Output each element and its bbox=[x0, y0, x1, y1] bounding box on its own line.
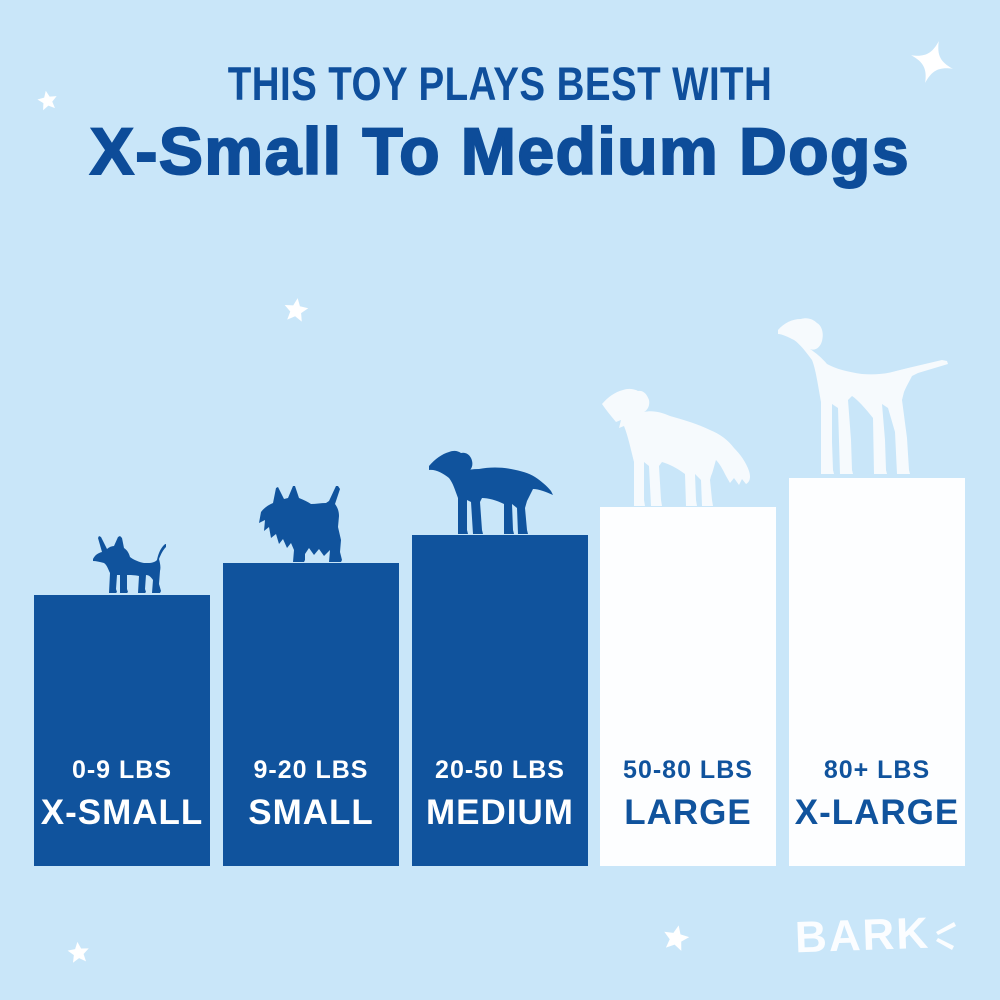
size-bar-x-large: 80+ LBS X-LARGE bbox=[778, 318, 965, 866]
chihuahua-icon bbox=[88, 534, 166, 596]
weight-range: 80+ LBS bbox=[823, 756, 931, 784]
title-kicker: THIS TOY PLAYS BEST WITH bbox=[227, 57, 773, 110]
bar-labels: 9-20 LBS SMALL bbox=[223, 756, 399, 832]
weight-range: 0-9 LBS bbox=[71, 756, 173, 784]
weight-range: 20-50 LBS bbox=[435, 756, 565, 784]
weight-range: 9-20 LBS bbox=[253, 756, 369, 784]
size-name: SMALL bbox=[248, 793, 374, 832]
star-icon bbox=[280, 294, 312, 326]
star-icon bbox=[65, 939, 92, 966]
bark-logo: BARK bbox=[794, 908, 956, 963]
bar-labels: 20-50 LBS MEDIUM bbox=[412, 756, 588, 832]
size-bar-small: 9-20 LBS SMALL bbox=[223, 486, 399, 866]
terrier-icon bbox=[258, 482, 346, 564]
page-title: X-Small To Medium Dogs bbox=[89, 114, 911, 188]
bark-sound-lines-icon bbox=[934, 918, 956, 954]
weight-range: 50-80 LBS bbox=[623, 756, 753, 784]
bark-logo-text: BARK bbox=[794, 908, 931, 963]
sparkle-icon bbox=[902, 32, 962, 92]
size-bar-x-small: 0-9 LBS X-SMALL bbox=[34, 536, 210, 866]
star-icon bbox=[658, 920, 694, 956]
star-icon bbox=[34, 87, 61, 114]
labrador-icon bbox=[427, 442, 553, 536]
size-name: MEDIUM bbox=[426, 793, 574, 832]
size-name: X-SMALL bbox=[40, 793, 204, 832]
bar-labels: 50-80 LBS LARGE bbox=[600, 756, 776, 832]
golden-retriever-icon bbox=[598, 372, 762, 508]
pointer-icon bbox=[774, 310, 952, 479]
size-bar-medium: 20-50 LBS MEDIUM bbox=[412, 450, 588, 866]
size-bar-large: 50-80 LBS LARGE bbox=[600, 388, 776, 866]
bar-labels: 0-9 LBS X-SMALL bbox=[34, 756, 210, 832]
bar-labels: 80+ LBS X-LARGE bbox=[789, 756, 965, 832]
size-name: LARGE bbox=[624, 793, 752, 832]
size-name: X-LARGE bbox=[794, 793, 960, 832]
